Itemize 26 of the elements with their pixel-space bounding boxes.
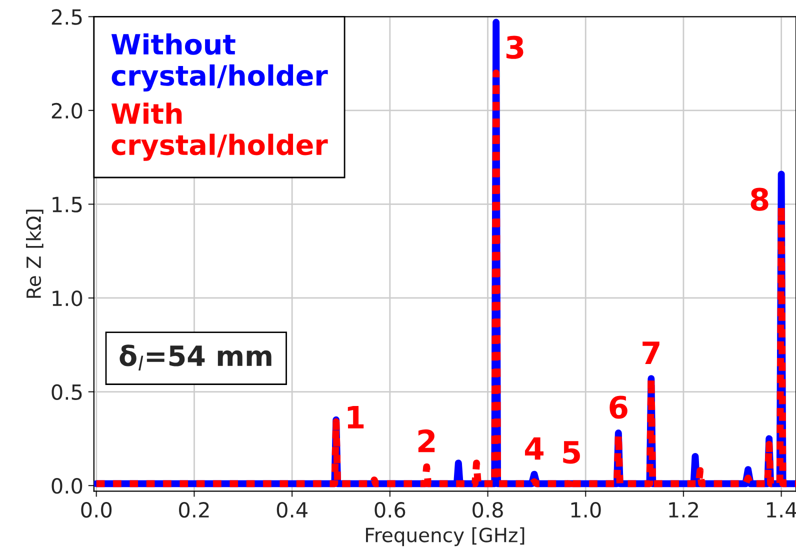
annotation: 2 [418, 429, 435, 452]
annotation: 4 [524, 437, 544, 460]
annotation: δ$_{l}$=54 mm [120, 344, 272, 370]
x-tick-label: 0.0 [81, 502, 112, 518]
x-tick-label: 0.6 [374, 502, 406, 518]
x-tick-label: 1.0 [571, 502, 601, 518]
y-tick-label: 2.0 [52, 102, 82, 119]
y-axis-title: Re Z [kΩ] [26, 210, 44, 298]
y-tick-label: 0.5 [52, 384, 82, 400]
y-tick-label: 1.0 [52, 290, 82, 306]
text: Without crystal/holder [111, 33, 328, 92]
annotation: 6 [610, 396, 628, 419]
text: With crystal/holder [111, 102, 328, 161]
x-axis-title: Frequency [GHz] [366, 527, 524, 546]
y-tick-label: 1.5 [52, 196, 82, 212]
x-tick-label: 0.4 [276, 502, 308, 518]
annotation: 8 [750, 188, 768, 211]
annotation: 1 [348, 406, 364, 428]
y-tick-label: 2.5 [52, 9, 82, 25]
x-tick-label: 1.2 [669, 502, 698, 518]
annotation: 5 [563, 441, 580, 464]
annotation: 7 [642, 342, 660, 364]
y-tick-label: 0.0 [52, 478, 82, 494]
annotation: 3 [506, 36, 524, 59]
x-tick-label: 0.8 [472, 502, 503, 518]
x-tick-label: 0.2 [179, 502, 209, 518]
